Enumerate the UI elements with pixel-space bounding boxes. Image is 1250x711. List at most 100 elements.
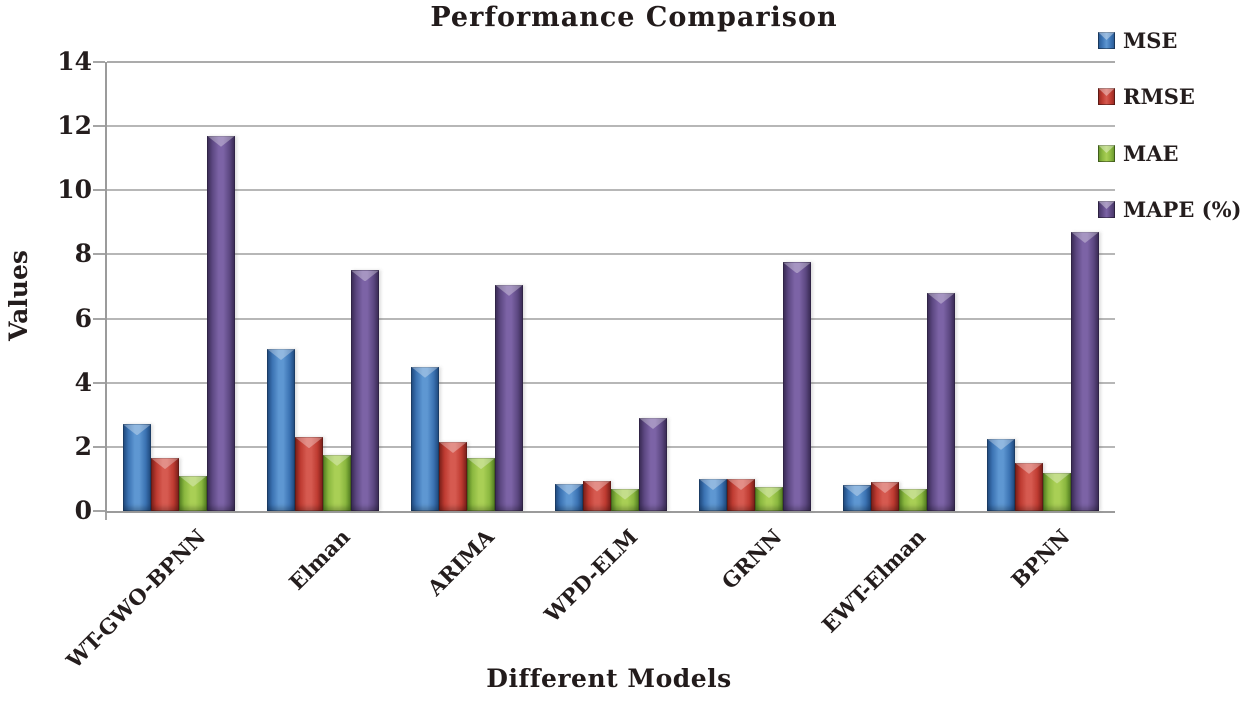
bar-mape-ewt-elman	[927, 292, 955, 511]
gridline-y-14	[107, 61, 1115, 63]
x-category-label-grnn: GRNN	[716, 524, 787, 594]
y-tick-label-12: 12	[57, 111, 92, 141]
bar-mape-arima	[495, 284, 523, 511]
x-category-label-ewt-elman: EWT-Elman	[817, 524, 931, 638]
bar-top-bevel	[207, 135, 235, 147]
y-tick-label-10: 10	[57, 175, 92, 205]
y-tick-mark-12	[93, 125, 105, 128]
bar-mae-elman	[323, 454, 351, 511]
bar-top-bevel	[1071, 231, 1099, 243]
bar-top-bevel	[323, 454, 351, 466]
bar-mse-elman	[267, 349, 295, 511]
gridline-y-8	[107, 253, 1115, 256]
y-tick-label-8: 8	[74, 239, 92, 269]
bar-top-bevel	[267, 349, 295, 361]
x-category-label-wpd-elm: WPD-ELM	[539, 524, 643, 628]
bar-top-bevel	[583, 480, 611, 492]
bar-mae-ewt-elman	[899, 488, 927, 511]
bar-mape-wpd-elm	[639, 418, 667, 511]
bar-rmse-elman	[295, 437, 323, 511]
y-tick-label-0: 0	[74, 496, 92, 525]
legend-label-rmse: RMSE	[1123, 84, 1195, 109]
legend-swatch-bevel	[1098, 88, 1115, 96]
gridline-y-10	[107, 189, 1115, 192]
y-tick-mark-0	[93, 510, 105, 512]
y-tick-mark-6	[93, 317, 105, 320]
bar-mse-wt-gwo-bpnn	[123, 424, 151, 511]
bar-top-bevel	[987, 438, 1015, 450]
bar-mape-grnn	[783, 262, 811, 511]
y-tick-mark-4	[93, 381, 105, 384]
bar-mae-arima	[467, 458, 495, 511]
y-tick-mark-8	[93, 253, 105, 256]
bar-rmse-bpnn	[1015, 462, 1043, 511]
legend-swatch-mse	[1098, 32, 1115, 49]
legend-swatch-mae	[1098, 145, 1115, 162]
x-category-label-elman: Elman	[283, 524, 355, 595]
bar-top-bevel	[179, 475, 207, 487]
legend-label-mae: MAE	[1123, 141, 1179, 166]
legend-label-mse: MSE	[1123, 28, 1178, 53]
legend-item-mae: MAE	[1098, 141, 1179, 166]
bar-rmse-wpd-elm	[583, 480, 611, 511]
bar-mae-wpd-elm	[611, 488, 639, 511]
legend-swatch-bevel	[1098, 145, 1115, 153]
bar-mse-ewt-elman	[843, 485, 871, 511]
bar-top-bevel	[899, 488, 927, 500]
bar-top-bevel	[151, 458, 179, 470]
bar-mse-arima	[411, 366, 439, 511]
gridline-y-6	[107, 317, 1115, 320]
y-tick-label-6: 6	[74, 303, 92, 333]
y-tick-label-14: 14	[57, 47, 92, 76]
bar-mape-bpnn	[1071, 231, 1099, 511]
bar-mse-wpd-elm	[555, 483, 583, 511]
x-category-label-arima: ARIMA	[422, 524, 499, 601]
legend-swatch-bevel	[1098, 32, 1115, 40]
bar-top-bevel	[783, 262, 811, 274]
bar-top-bevel	[351, 270, 379, 282]
bar-top-bevel	[1015, 462, 1043, 474]
y-axis-title: Values	[4, 250, 33, 341]
x-tick-mark-origin	[105, 513, 107, 520]
y-tick-mark-14	[93, 61, 105, 63]
legend-label-mape: MAPE (%)	[1123, 197, 1242, 222]
bar-mse-bpnn	[987, 438, 1015, 511]
bar-top-bevel	[927, 292, 955, 304]
bar-top-bevel	[411, 366, 439, 378]
legend-item-mse: MSE	[1098, 28, 1177, 53]
bar-top-bevel	[123, 424, 151, 436]
bar-rmse-grnn	[727, 478, 755, 511]
y-tick-label-2: 2	[74, 431, 92, 461]
bar-top-bevel	[843, 485, 871, 497]
bar-mape-wt-gwo-bpnn	[207, 135, 235, 511]
y-tick-mark-2	[93, 445, 105, 448]
bar-top-bevel	[727, 478, 755, 490]
bar-top-bevel	[639, 418, 667, 429]
x-axis-title: Different Models	[486, 664, 732, 693]
legend-swatch-rmse	[1098, 88, 1115, 105]
chart-title: Performance Comparison	[430, 2, 838, 33]
x-category-label-wt-gwo-bpnn: WT-GWO-BPNN	[61, 524, 211, 673]
gridline-y-4	[107, 381, 1115, 384]
bar-top-bevel	[295, 437, 323, 449]
bar-rmse-arima	[439, 442, 467, 511]
gridline-y-2	[107, 445, 1115, 448]
legend-item-rmse: RMSE	[1098, 84, 1195, 109]
bar-mae-wt-gwo-bpnn	[179, 475, 207, 511]
bar-top-bevel	[755, 486, 783, 498]
bar-rmse-ewt-elman	[871, 482, 899, 511]
y-tick-label-4: 4	[74, 367, 92, 397]
bar-top-bevel	[871, 482, 899, 494]
plot-area	[105, 61, 1115, 513]
legend-swatch-bevel	[1098, 201, 1115, 209]
bar-mape-elman	[351, 270, 379, 511]
bar-mse-grnn	[699, 478, 727, 511]
legend-item-mape: MAPE (%)	[1098, 197, 1241, 222]
bar-top-bevel	[555, 483, 583, 495]
bar-top-bevel	[611, 488, 639, 500]
x-category-label-bpnn: BPNN	[1006, 524, 1075, 593]
bar-top-bevel	[1043, 472, 1071, 484]
bar-rmse-wt-gwo-bpnn	[151, 458, 179, 511]
bar-top-bevel	[495, 284, 523, 296]
